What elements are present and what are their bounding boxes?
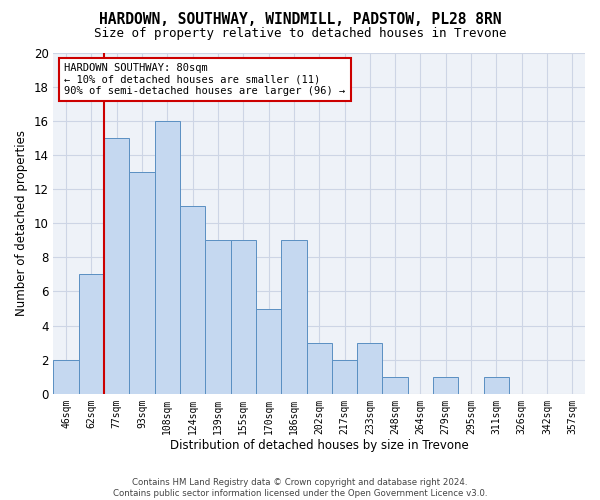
Bar — [205, 240, 230, 394]
Bar — [155, 121, 180, 394]
Bar — [79, 274, 104, 394]
Bar — [104, 138, 130, 394]
Text: Contains HM Land Registry data © Crown copyright and database right 2024.
Contai: Contains HM Land Registry data © Crown c… — [113, 478, 487, 498]
X-axis label: Distribution of detached houses by size in Trevone: Distribution of detached houses by size … — [170, 440, 469, 452]
Bar — [357, 342, 382, 394]
Bar — [53, 360, 79, 394]
Text: HARDOWN, SOUTHWAY, WINDMILL, PADSTOW, PL28 8RN: HARDOWN, SOUTHWAY, WINDMILL, PADSTOW, PL… — [99, 12, 501, 28]
Bar — [281, 240, 307, 394]
Bar — [130, 172, 155, 394]
Bar — [307, 342, 332, 394]
Text: HARDOWN SOUTHWAY: 80sqm
← 10% of detached houses are smaller (11)
90% of semi-de: HARDOWN SOUTHWAY: 80sqm ← 10% of detache… — [64, 62, 345, 96]
Bar — [382, 377, 408, 394]
Text: Size of property relative to detached houses in Trevone: Size of property relative to detached ho… — [94, 28, 506, 40]
Bar — [433, 377, 458, 394]
Y-axis label: Number of detached properties: Number of detached properties — [15, 130, 28, 316]
Bar — [256, 308, 281, 394]
Bar — [180, 206, 205, 394]
Bar — [230, 240, 256, 394]
Bar — [332, 360, 357, 394]
Bar — [484, 377, 509, 394]
